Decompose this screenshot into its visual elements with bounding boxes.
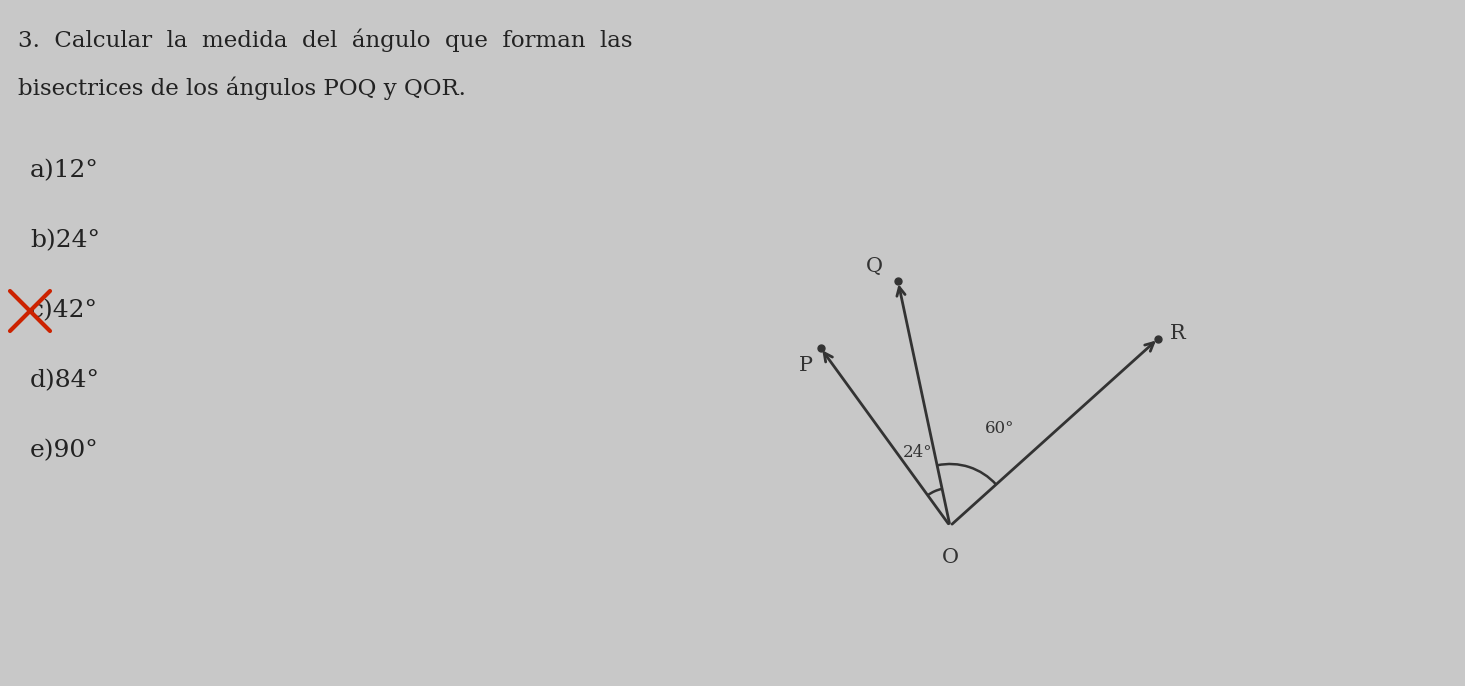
Text: 3.  Calcular  la  medida  del  ángulo  que  forman  las: 3. Calcular la medida del ángulo que for… bbox=[18, 28, 633, 51]
Text: Q: Q bbox=[866, 257, 883, 276]
Text: 24°: 24° bbox=[902, 445, 932, 462]
Text: e)90°: e)90° bbox=[29, 440, 98, 462]
Text: bisectrices de los ángulos POQ y QOR.: bisectrices de los ángulos POQ y QOR. bbox=[18, 76, 466, 99]
Text: d)84°: d)84° bbox=[29, 370, 100, 392]
Text: c)42°: c)42° bbox=[29, 300, 98, 322]
Text: b)24°: b)24° bbox=[29, 230, 100, 252]
Text: O: O bbox=[942, 548, 958, 567]
Text: a)12°: a)12° bbox=[29, 160, 98, 182]
Text: 60°: 60° bbox=[984, 421, 1014, 437]
Text: P: P bbox=[798, 356, 813, 375]
Text: R: R bbox=[1171, 324, 1185, 343]
